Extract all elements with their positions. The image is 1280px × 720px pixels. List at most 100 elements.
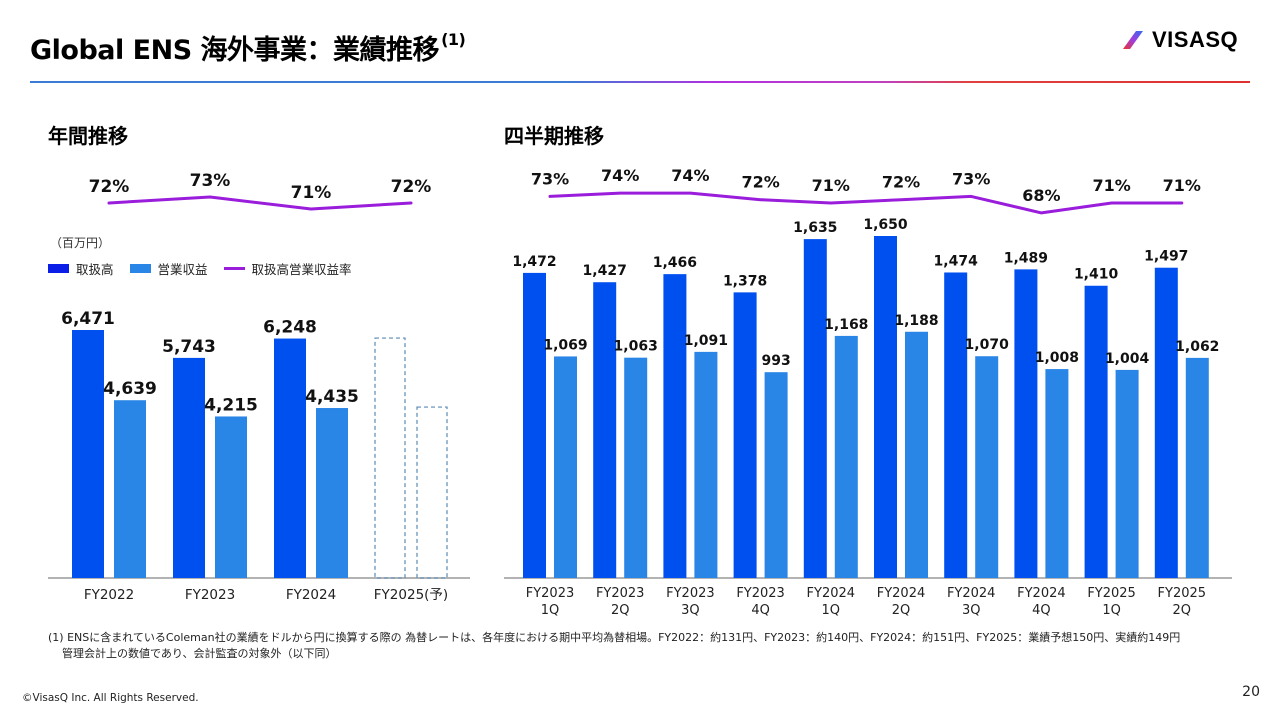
bar-value-label: 5,743	[162, 337, 216, 357]
x-tick-label-quarter: 4Q	[751, 603, 770, 618]
bar-gross-bookings	[173, 357, 205, 578]
forecast-bar-outline	[374, 337, 406, 579]
annual-section-title: 年間推移	[48, 124, 128, 148]
x-tick-label-year: FY2025	[1158, 586, 1207, 601]
footnote-line-1: (1) ENSに含まれているColeman社の業績をドルから円に換算する際の 為…	[48, 631, 1181, 644]
bar-value-label: 1,091	[684, 333, 728, 349]
bar-gross-bookings	[523, 272, 546, 578]
bar-gross-bookings	[733, 292, 757, 578]
chart-legend: 取扱高 営業収益 取扱高営業収益率	[48, 259, 368, 278]
rate-label: 71%	[1163, 176, 1201, 195]
bar-gross-bookings	[1154, 267, 1178, 578]
bar-value-label: 1,497	[1144, 249, 1188, 265]
bar-operating-revenue	[114, 400, 146, 578]
x-tick-label-quarter: 1Q	[1102, 603, 1121, 618]
bar-value-label: 993	[761, 353, 790, 369]
legend-label: 取扱高	[76, 262, 114, 277]
bar-value-label: 1,004	[1105, 351, 1150, 367]
bar-value-label: 1,188	[894, 313, 938, 329]
x-tick-label-year: FY2023	[666, 586, 715, 601]
bar-value-label: 1,466	[653, 255, 697, 271]
bar-value-label: 6,248	[263, 318, 317, 338]
bar-operating-revenue	[975, 356, 999, 578]
bar-operating-revenue	[316, 408, 348, 578]
quarterly-section-title: 四半期推移	[504, 124, 604, 148]
bar-operating-revenue	[1185, 357, 1209, 578]
bar-value-label: 1,062	[1175, 339, 1219, 355]
page-title: Global ENS 海外事業：業績推移 (1)	[30, 28, 466, 67]
forecast-bar-outline	[416, 406, 448, 579]
bar-gross-bookings	[1084, 285, 1108, 578]
page-title-text: Global ENS 海外事業：業績推移	[30, 35, 440, 66]
bar-value-label: 1,063	[614, 339, 658, 355]
rate-line	[107, 195, 413, 211]
bar-gross-bookings	[663, 274, 687, 578]
x-tick-label-year: FY2023	[526, 586, 575, 601]
x-tick-label: FY2022	[84, 587, 134, 603]
bar-gross-bookings	[593, 282, 617, 578]
header-divider	[30, 81, 1250, 83]
x-tick-label: FY2023	[185, 587, 235, 603]
bar-operating-revenue	[624, 357, 648, 578]
bar-value-label: 1,650	[863, 217, 908, 233]
x-tick-label-quarter: 1Q	[541, 603, 560, 618]
bar-value-label: 1,168	[824, 317, 868, 333]
rate-label: 68%	[1022, 186, 1060, 205]
legend-swatch-operating-revenue	[129, 264, 151, 273]
footnote-line-2: 管理会計上の数値であり、会計監査の対象外（以下同）	[62, 647, 337, 660]
bar-value-label: 1,008	[1035, 350, 1079, 366]
rate-label: 73%	[531, 169, 569, 188]
bar-operating-revenue	[905, 331, 928, 578]
x-tick-label-quarter: 4Q	[1032, 603, 1051, 618]
legend-swatch-gross-bookings	[48, 264, 69, 273]
x-tick-label-quarter: 2Q	[611, 603, 630, 618]
legend-swatch-rate-line	[223, 267, 245, 270]
bar-value-label: 4,215	[204, 395, 258, 415]
bar-gross-bookings	[1014, 269, 1038, 578]
rate-label: 72%	[741, 173, 779, 192]
unit-label: （百万円）	[50, 236, 111, 250]
rate-label: 71%	[1092, 176, 1130, 195]
bar-value-label: 4,435	[305, 387, 359, 407]
x-tick-label: FY2025(予)	[374, 587, 448, 603]
rate-label: 72%	[89, 177, 130, 197]
logo-slash-icon	[1123, 31, 1143, 49]
x-tick-label-quarter: 2Q	[892, 603, 911, 618]
bar-value-label: 1,070	[965, 337, 1010, 353]
visasq-logo: VISASQ	[1122, 26, 1238, 54]
bar-value-label: 1,472	[512, 254, 556, 270]
rate-label: 73%	[190, 171, 231, 191]
rate-label: 72%	[882, 173, 920, 192]
bar-gross-bookings	[944, 272, 968, 578]
x-tick-label-year: FY2024	[1017, 586, 1066, 601]
rate-label: 73%	[952, 169, 990, 188]
bar-value-label: 1,378	[723, 273, 767, 289]
bar-operating-revenue	[1045, 369, 1069, 578]
legend-item-rate: 取扱高営業収益率	[223, 259, 352, 278]
x-tick-label-quarter: 3Q	[681, 603, 700, 618]
bar-operating-revenue	[554, 356, 577, 578]
title-footnote-marker: (1)	[441, 30, 466, 49]
bar-value-label: 1,427	[583, 263, 627, 279]
x-tick-label: FY2024	[286, 587, 336, 603]
bar-gross-bookings	[874, 236, 897, 578]
legend-item-operating-revenue: 営業収益	[129, 259, 208, 278]
bar-value-label: 1,489	[1004, 250, 1048, 266]
page-number: 20	[1242, 684, 1260, 700]
bar-gross-bookings	[274, 338, 306, 578]
rate-label: 71%	[291, 183, 332, 203]
rate-label: 72%	[391, 177, 432, 197]
x-tick-label-quarter: 2Q	[1173, 603, 1192, 618]
x-tick-label-year: FY2024	[877, 586, 926, 601]
x-tick-label-year: FY2023	[736, 586, 785, 601]
rate-line	[548, 191, 1184, 215]
bar-value-label: 6,471	[61, 309, 115, 329]
bar-value-label: 1,069	[543, 337, 587, 353]
x-tick-label-quarter: 3Q	[962, 603, 981, 618]
legend-label: 取扱高営業収益率	[251, 262, 352, 277]
bar-value-label: 1,474	[934, 253, 979, 269]
x-tick-label-year: FY2024	[947, 586, 996, 601]
x-tick-label-year: FY2025	[1087, 586, 1136, 601]
